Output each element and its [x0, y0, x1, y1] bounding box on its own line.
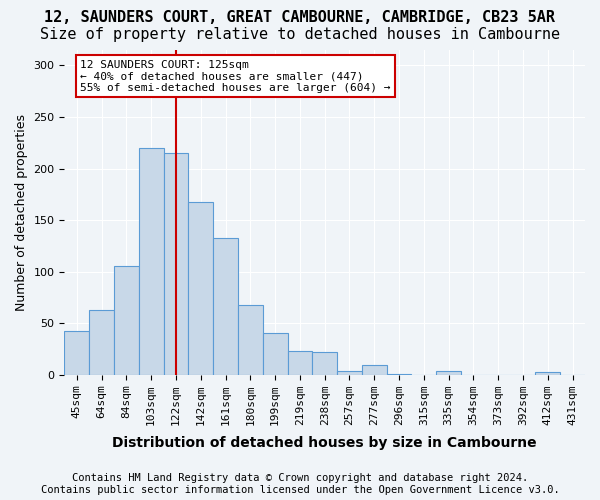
Text: 12 SAUNDERS COURT: 125sqm
← 40% of detached houses are smaller (447)
55% of semi: 12 SAUNDERS COURT: 125sqm ← 40% of detac… [80, 60, 391, 93]
Y-axis label: Number of detached properties: Number of detached properties [15, 114, 28, 311]
Bar [313, 352, 337, 374]
X-axis label: Distribution of detached houses by size in Cambourne: Distribution of detached houses by size … [112, 436, 537, 450]
Bar [188, 202, 213, 374]
Bar [263, 334, 287, 374]
Bar [287, 351, 313, 374]
Bar [238, 304, 263, 374]
Bar [64, 332, 89, 374]
Bar [114, 266, 139, 374]
Bar [213, 238, 238, 374]
Text: 12, SAUNDERS COURT, GREAT CAMBOURNE, CAMBRIDGE, CB23 5AR: 12, SAUNDERS COURT, GREAT CAMBOURNE, CAM… [44, 10, 556, 25]
Bar [89, 310, 114, 374]
Bar [139, 148, 164, 374]
Bar [436, 370, 461, 374]
Text: Contains HM Land Registry data © Crown copyright and database right 2024.
Contai: Contains HM Land Registry data © Crown c… [41, 474, 559, 495]
Bar [164, 153, 188, 374]
Bar [337, 370, 362, 374]
Text: Size of property relative to detached houses in Cambourne: Size of property relative to detached ho… [40, 28, 560, 42]
Bar [535, 372, 560, 374]
Bar [362, 366, 386, 374]
